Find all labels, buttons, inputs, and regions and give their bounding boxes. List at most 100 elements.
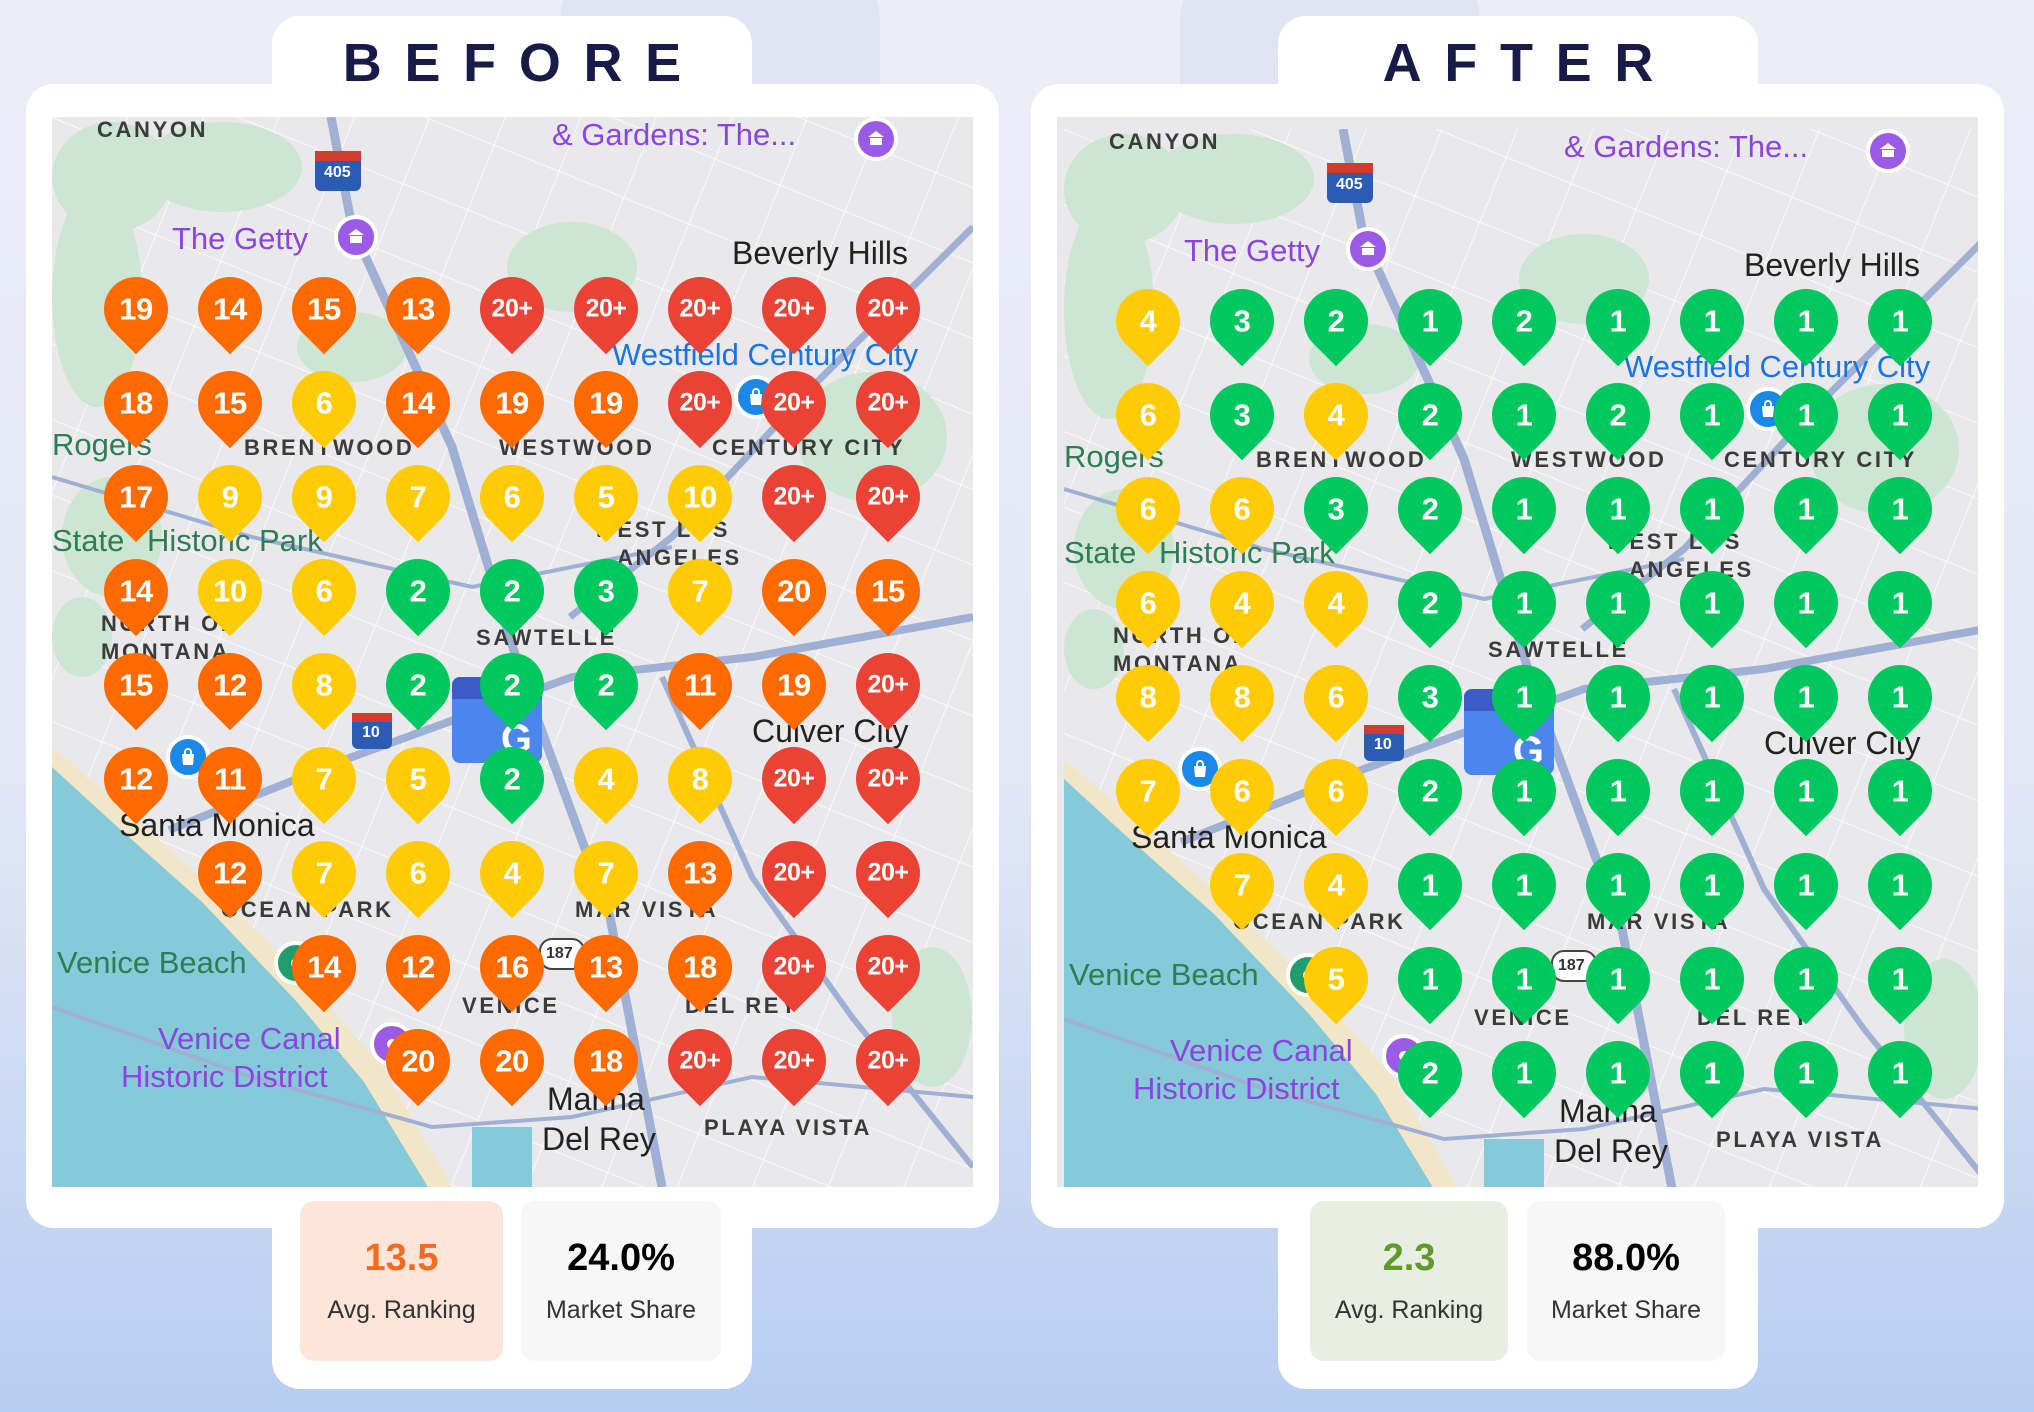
rank-pin[interactable]: 1 <box>1572 839 1664 931</box>
rank-pin[interactable]: 20+ <box>748 451 840 543</box>
rank-pin[interactable]: 18 <box>90 357 182 449</box>
rank-pin[interactable]: 20+ <box>654 1015 746 1107</box>
museum-marker-icon[interactable] <box>334 215 378 259</box>
rank-pin[interactable]: 20+ <box>842 921 934 1013</box>
rank-pin[interactable]: 11 <box>184 733 276 825</box>
rank-pin[interactable]: 1 <box>1666 1027 1758 1119</box>
rank-pin[interactable]: 4 <box>560 733 652 825</box>
rank-pin[interactable]: 1 <box>1666 651 1758 743</box>
rank-pin[interactable]: 1 <box>1854 557 1946 649</box>
rank-pin[interactable]: 2 <box>560 639 652 731</box>
rank-pin[interactable]: 1 <box>1854 275 1946 367</box>
rank-pin[interactable]: 1 <box>1572 557 1664 649</box>
rank-pin[interactable]: 1 <box>1478 651 1570 743</box>
rank-pin[interactable]: 20+ <box>654 263 746 355</box>
rank-pin[interactable]: 1 <box>1760 275 1852 367</box>
rank-pin[interactable]: 14 <box>278 921 370 1013</box>
rank-pin[interactable]: 1 <box>1854 463 1946 555</box>
rank-pin[interactable]: 15 <box>184 357 276 449</box>
rank-pin[interactable]: 2 <box>466 733 558 825</box>
rank-pin[interactable]: 20+ <box>748 357 840 449</box>
rank-pin[interactable]: 1 <box>1854 369 1946 461</box>
rank-pin[interactable]: 1 <box>1478 933 1570 1025</box>
rank-pin[interactable]: 1 <box>1760 463 1852 555</box>
rank-pin[interactable]: 2 <box>466 639 558 731</box>
rank-pin[interactable]: 1 <box>1572 745 1664 837</box>
rank-pin[interactable]: 5 <box>1290 933 1382 1025</box>
rank-pin[interactable]: 8 <box>1102 651 1194 743</box>
rank-pin[interactable]: 1 <box>1478 839 1570 931</box>
rank-pin[interactable]: 4 <box>1196 557 1288 649</box>
rank-pin[interactable]: 2 <box>1572 369 1664 461</box>
rank-pin[interactable]: 4 <box>1290 557 1382 649</box>
rank-pin[interactable]: 4 <box>466 827 558 919</box>
rank-pin[interactable]: 1 <box>1478 369 1570 461</box>
rank-pin[interactable]: 8 <box>1196 651 1288 743</box>
rank-pin[interactable]: 5 <box>560 451 652 543</box>
rank-pin[interactable]: 1 <box>1854 1027 1946 1119</box>
rank-pin[interactable]: 11 <box>654 639 746 731</box>
rank-pin[interactable]: 7 <box>1196 839 1288 931</box>
rank-pin[interactable]: 6 <box>1196 745 1288 837</box>
rank-pin[interactable]: 6 <box>1196 463 1288 555</box>
rank-pin[interactable]: 1 <box>1760 839 1852 931</box>
rank-pin[interactable]: 1 <box>1478 463 1570 555</box>
rank-pin[interactable]: 9 <box>184 451 276 543</box>
rank-pin[interactable]: 3 <box>1290 463 1382 555</box>
rank-pin[interactable]: 6 <box>466 451 558 543</box>
rank-pin[interactable]: 1 <box>1572 463 1664 555</box>
rank-pin[interactable]: 4 <box>1290 839 1382 931</box>
rank-pin[interactable]: 1 <box>1478 557 1570 649</box>
rank-pin[interactable]: 18 <box>654 921 746 1013</box>
rank-pin[interactable]: 2 <box>1478 275 1570 367</box>
rank-pin[interactable]: 1 <box>1572 933 1664 1025</box>
rank-pin[interactable]: 3 <box>560 545 652 637</box>
rank-pin[interactable]: 1 <box>1572 275 1664 367</box>
museum-marker-icon[interactable] <box>1866 129 1910 173</box>
rank-pin[interactable]: 20+ <box>842 827 934 919</box>
rank-pin[interactable]: 2 <box>1384 463 1476 555</box>
rank-pin[interactable]: 6 <box>278 545 370 637</box>
rank-pin[interactable]: 1 <box>1666 369 1758 461</box>
rank-pin[interactable]: 20 <box>748 545 840 637</box>
rank-pin[interactable]: 3 <box>1384 651 1476 743</box>
rank-pin[interactable]: 1 <box>1760 745 1852 837</box>
rank-pin[interactable]: 20+ <box>748 733 840 825</box>
rank-pin[interactable]: 1 <box>1760 557 1852 649</box>
rank-pin[interactable]: 5 <box>372 733 464 825</box>
rank-pin[interactable]: 13 <box>654 827 746 919</box>
rank-pin[interactable]: 2 <box>1384 557 1476 649</box>
rank-pin[interactable]: 2 <box>1290 275 1382 367</box>
rank-pin[interactable]: 7 <box>1102 745 1194 837</box>
rank-pin[interactable]: 6 <box>1102 369 1194 461</box>
rank-pin[interactable]: 7 <box>278 733 370 825</box>
rank-pin[interactable]: 6 <box>372 827 464 919</box>
rank-pin[interactable]: 19 <box>748 639 840 731</box>
rank-pin[interactable]: 12 <box>90 733 182 825</box>
rank-pin[interactable]: 6 <box>1102 557 1194 649</box>
rank-pin[interactable]: 19 <box>90 263 182 355</box>
rank-pin[interactable]: 12 <box>372 921 464 1013</box>
rank-pin[interactable]: 1 <box>1384 275 1476 367</box>
rank-pin[interactable]: 1 <box>1572 1027 1664 1119</box>
rank-pin[interactable]: 4 <box>1290 369 1382 461</box>
rank-pin[interactable]: 7 <box>278 827 370 919</box>
rank-pin[interactable]: 1 <box>1760 651 1852 743</box>
rank-pin[interactable]: 1 <box>1854 651 1946 743</box>
rank-pin[interactable]: 6 <box>1290 651 1382 743</box>
rank-pin[interactable]: 1 <box>1666 275 1758 367</box>
rank-pin[interactable]: 20+ <box>842 357 934 449</box>
rank-pin[interactable]: 16 <box>466 921 558 1013</box>
rank-pin[interactable]: 1 <box>1478 1027 1570 1119</box>
rank-pin[interactable]: 1 <box>1854 839 1946 931</box>
rank-pin[interactable]: 1 <box>1666 745 1758 837</box>
rank-pin[interactable]: 13 <box>560 921 652 1013</box>
rank-pin[interactable]: 20+ <box>842 733 934 825</box>
museum-marker-icon[interactable] <box>854 117 898 161</box>
rank-pin[interactable]: 2 <box>1384 745 1476 837</box>
rank-pin[interactable]: 12 <box>184 639 276 731</box>
rank-pin[interactable]: 10 <box>654 451 746 543</box>
rank-pin[interactable]: 9 <box>278 451 370 543</box>
rank-pin[interactable]: 20+ <box>654 357 746 449</box>
rank-pin[interactable]: 4 <box>1102 275 1194 367</box>
